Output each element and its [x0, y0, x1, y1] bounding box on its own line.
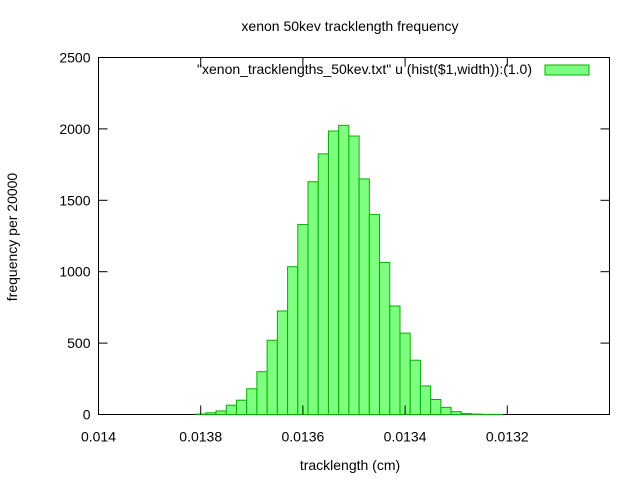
- x-axis-ticks: 0.014 0.0138 0.0136 0.0134 0.0132: [81, 57, 529, 445]
- histogram-bar: [399, 332, 411, 416]
- histogram-bar: [276, 310, 289, 415]
- y-tick-label: 2500: [59, 50, 90, 66]
- histogram-bar: [205, 412, 217, 416]
- y-tick-label: 1000: [59, 264, 90, 280]
- histogram-bar: [307, 181, 319, 415]
- y-axis-label: frequency per 20000: [4, 173, 20, 302]
- legend: "xenon_tracklengths_50kev.txt" u (hist($…: [197, 61, 590, 77]
- histogram-bar: [246, 388, 258, 415]
- histogram-bar: [317, 153, 329, 415]
- chart-title: xenon 50kev tracklength frequency: [241, 18, 458, 34]
- x-tick-label: 0.014: [81, 429, 116, 445]
- y-tick-label: 1500: [59, 192, 90, 208]
- histogram-bar: [287, 266, 299, 415]
- histogram-bar: [409, 359, 421, 415]
- x-tick-label: 0.0132: [486, 429, 529, 445]
- y-tick-label: 0: [83, 407, 91, 423]
- histogram-bar: [348, 135, 360, 415]
- histogram-bar: [256, 371, 268, 416]
- x-tick-label: 0.0138: [179, 429, 222, 445]
- y-axis-ticks: 0 500 1000 1500 2000 2500: [59, 50, 610, 423]
- histogram-bar: [450, 411, 462, 416]
- histogram-bar: [368, 214, 381, 415]
- histogram-bar: [338, 124, 350, 416]
- y-tick-label: 2000: [59, 121, 90, 137]
- histogram-bar: [440, 406, 452, 415]
- histogram-bars: [195, 124, 503, 416]
- histogram-bar: [327, 130, 340, 416]
- x-axis-label: tracklength (cm): [300, 457, 400, 473]
- histogram-bar: [460, 413, 473, 415]
- histogram-bar: [389, 305, 401, 415]
- histogram-bar: [430, 399, 442, 416]
- x-tick-label: 0.0134: [384, 429, 427, 445]
- histogram-bar: [215, 410, 227, 415]
- histogram-bar: [297, 224, 309, 415]
- histogram-bar: [225, 404, 237, 415]
- legend-swatch: [544, 64, 590, 76]
- legend-label: "xenon_tracklengths_50kev.txt" u (hist($…: [197, 61, 532, 77]
- x-tick-label: 0.0136: [281, 429, 324, 445]
- histogram-bar: [419, 385, 432, 416]
- y-tick-label: 500: [67, 335, 91, 351]
- histogram-bar: [235, 399, 248, 416]
- histogram-bar: [358, 178, 370, 415]
- histogram-bar: [379, 261, 391, 415]
- histogram-bar: [266, 339, 278, 415]
